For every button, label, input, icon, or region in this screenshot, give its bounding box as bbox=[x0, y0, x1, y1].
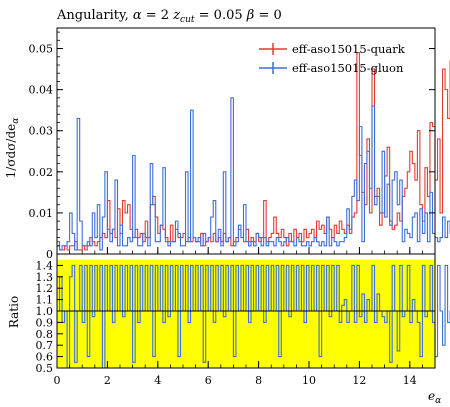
ratio-tick-label: 1.1 bbox=[36, 294, 54, 307]
ratio-tick-label: 0.8 bbox=[36, 328, 54, 341]
x-tick-label: 2 bbox=[104, 374, 111, 387]
ratio-tick-label: 0.6 bbox=[36, 351, 54, 364]
main-y-ticks: 0 0.01 0.02 0.03 0.04 0.05 bbox=[29, 31, 435, 261]
main-plot-panel: 0 0.01 0.02 0.03 0.04 0.05 bbox=[29, 27, 450, 261]
x-tick-label: 4 bbox=[154, 374, 161, 387]
legend: eff-aso15015-quark eff-aso15015-gluon bbox=[259, 42, 406, 75]
ratio-plot-panel: 0.50.60.70.80.91.01.11.21.31.4 bbox=[36, 253, 450, 375]
y-tick-label: 0 bbox=[46, 248, 53, 261]
chart-title: Angularity, α = 2 zcut = 0.05 β = 0 bbox=[56, 8, 282, 25]
ratio-tick-label: 1.4 bbox=[36, 259, 54, 272]
x-tick-label: 14 bbox=[403, 374, 417, 387]
y-tick-label: 0.04 bbox=[29, 84, 54, 97]
ratio-tick-label: 1.3 bbox=[36, 271, 54, 284]
y-tick-label: 0.03 bbox=[29, 125, 54, 138]
ratio-tick-label: 0.7 bbox=[36, 339, 54, 352]
ratio-tick-label: 0.9 bbox=[36, 316, 54, 329]
x-tick-label: 10 bbox=[302, 374, 316, 387]
ratio-tick-label: 0.5 bbox=[36, 362, 54, 375]
y-axis-label: 1/σdσ/deα bbox=[4, 118, 21, 179]
ratio-series-line bbox=[57, 264, 450, 369]
ratio-y-ticks: 0.50.60.70.80.91.01.11.21.31.4 bbox=[36, 259, 63, 375]
ratio-series-group bbox=[57, 264, 450, 369]
x-tick-label: 6 bbox=[205, 374, 212, 387]
x-ticks: 0 2 4 6 8 10 12 14 bbox=[54, 247, 436, 387]
ratio-tick-label: 1.2 bbox=[36, 282, 54, 295]
x-tick-label: 8 bbox=[255, 374, 262, 387]
y-tick-label: 0.02 bbox=[29, 166, 54, 179]
series-line-gluon bbox=[57, 97, 450, 251]
legend-label-quark: eff-aso15015-quark bbox=[292, 42, 406, 56]
x-axis-label: eα bbox=[428, 389, 441, 406]
series-line-quark bbox=[57, 52, 450, 251]
legend-label-gluon: eff-aso15015-gluon bbox=[292, 61, 404, 75]
x-tick-label: 0 bbox=[54, 374, 61, 387]
y-tick-label: 0.01 bbox=[29, 207, 54, 220]
y-tick-label: 0.05 bbox=[29, 43, 54, 56]
x-tick-label: 12 bbox=[352, 374, 366, 387]
ratio-tick-label: 1.0 bbox=[36, 305, 54, 318]
ratio-axis-label: Ratio bbox=[7, 296, 21, 328]
main-series-group bbox=[57, 52, 450, 251]
